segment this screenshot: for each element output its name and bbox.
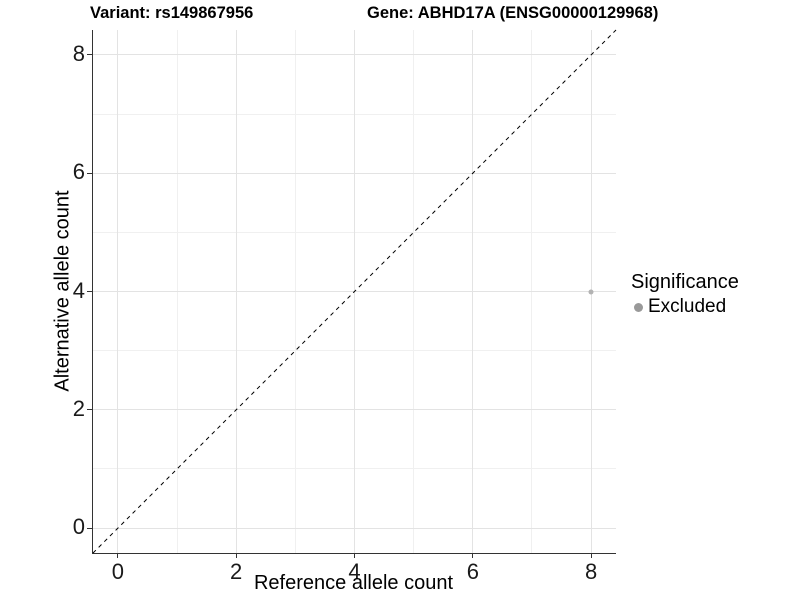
y-tick bbox=[87, 54, 92, 56]
y-tick bbox=[87, 172, 92, 174]
x-tick bbox=[354, 553, 355, 558]
x-tick-label: 6 bbox=[466, 559, 479, 584]
plot-title-gene: Gene: ABHD17A (ENSG00000129968) bbox=[367, 4, 659, 22]
x-tick-label: 2 bbox=[230, 559, 243, 584]
x-tick bbox=[235, 553, 237, 558]
x-tick-label: 4 bbox=[348, 559, 361, 584]
legend: Significance Excluded bbox=[631, 271, 739, 318]
data-point bbox=[588, 289, 594, 294]
x-tick-label: 8 bbox=[585, 559, 598, 584]
x-axis-title: Reference allele count bbox=[253, 572, 453, 594]
y-tick bbox=[87, 527, 92, 529]
x-tick bbox=[472, 553, 474, 558]
y-tick bbox=[87, 291, 92, 292]
y-tick-label: 4 bbox=[72, 277, 85, 303]
identity-line bbox=[92, 29, 617, 554]
legend-title: Significance bbox=[631, 271, 739, 293]
legend-point-icon bbox=[634, 302, 643, 312]
y-gridline-major bbox=[93, 527, 616, 529]
y-axis-title: Alternative allele count bbox=[51, 190, 74, 392]
y-gridline-major bbox=[93, 409, 616, 411]
y-gridline-major bbox=[93, 54, 616, 56]
y-tick-label: 0 bbox=[72, 514, 85, 540]
x-tick-label: 0 bbox=[111, 559, 124, 584]
plot-title-variant: Variant: rs149867956 bbox=[90, 4, 254, 22]
y-tick-label: 8 bbox=[72, 40, 85, 66]
y-tick-label: 2 bbox=[72, 395, 85, 421]
y-tick bbox=[87, 409, 92, 411]
x-tick bbox=[590, 553, 592, 558]
legend-item: Excluded bbox=[634, 296, 739, 318]
x-tick bbox=[117, 553, 119, 558]
y-gridline-major bbox=[93, 172, 616, 174]
y-tick-label: 6 bbox=[72, 159, 85, 185]
plot-panel: 0 2 4 6 8 0 2 4 6 8 bbox=[73, 29, 617, 584]
legend-item-label: Excluded bbox=[648, 296, 727, 317]
